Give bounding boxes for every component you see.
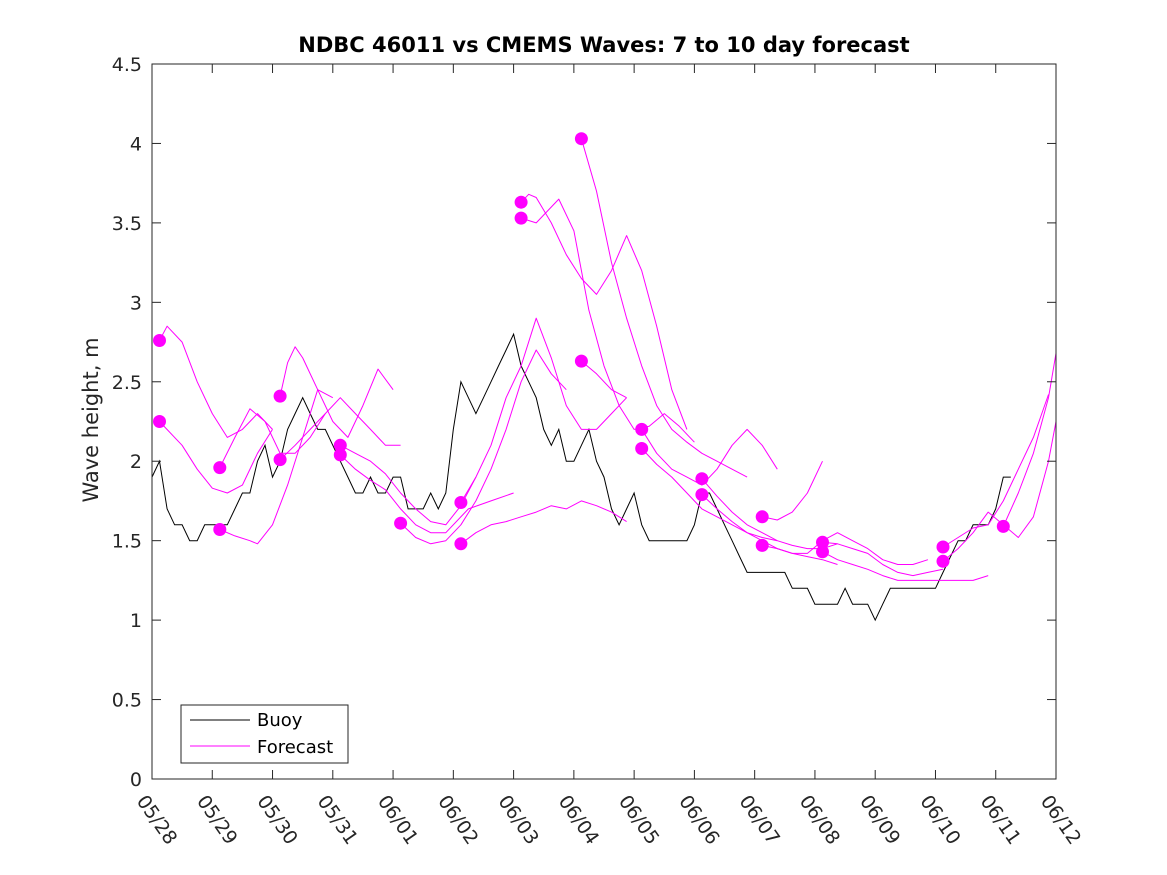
buoy-series [152,332,1011,622]
forecast-series [159,138,1056,581]
legend-box [180,704,349,764]
forecast-start-marker [454,537,468,551]
forecast-line [1002,353,1056,527]
forecast-start-marker [936,554,950,568]
forecast-start-marker [273,453,287,467]
forecast-line [762,460,823,521]
y-tick-label: 2 [130,451,142,473]
y-tick-label: 3 [130,292,142,314]
forecast-line [339,454,514,534]
forecast-start-marker [454,496,468,509]
forecast-start-marker [333,438,347,452]
forecast-start-marker [273,389,287,403]
buoy-line [152,332,1011,622]
y-tick-label: 0.5 [112,690,142,712]
forecast-start-marker [635,422,649,436]
forecast-line [219,389,334,545]
forecast-start-marker [333,448,347,462]
forecast-start-marker [153,415,166,428]
y-axis-label: Wave height, m [79,337,103,502]
forecast-line [822,541,944,577]
forecast-start-marker [213,523,227,536]
forecast-line [400,349,567,545]
forecast-start-marker [213,461,227,475]
forecast-start-marker [394,516,408,530]
forecast-start-marker [816,535,829,549]
legend-forecast-label: Forecast [257,737,333,758]
y-tick-label: 4.5 [112,54,142,76]
forecast-start-marker [996,519,1010,533]
plot-area-frame [151,63,1057,780]
forecast-line [581,360,627,399]
forecast-line [159,421,273,494]
forecast-line [822,551,989,581]
forecast-start-marker [635,442,649,455]
forecast-line [701,494,838,565]
y-tick-label: 1 [130,610,142,632]
forecast-start-marker [574,354,588,368]
forecast-start-marker [514,211,528,225]
y-axis: 0 0.5 1 1.5 2 2.5 3 3.5 4 4.5 [112,54,1056,791]
legend: Buoy Forecast [180,704,349,764]
forecast-start-marker [816,545,829,559]
forecast-line [520,193,688,430]
forecast-start-marker [153,334,166,347]
forecast-start-marker [936,540,950,554]
chart-title: NDBC 46011 vs CMEMS Waves: 7 to 10 day f… [298,33,909,57]
y-tick-label: 1.5 [112,531,142,553]
y-tick-label: 4 [130,133,142,155]
forecast-line [279,346,394,438]
forecast-line [641,428,778,486]
forecast-line [942,394,1049,548]
forecast-start-marker [755,510,769,524]
forecast-line [520,198,695,443]
forecast-line [340,444,477,526]
forecast-line [762,532,929,565]
forecast-start-marker [514,195,528,209]
y-tick-label: 0 [130,769,142,791]
forecast-start-marker [695,472,709,486]
forecast-start-marker [695,488,709,502]
forecast-line [641,448,778,542]
legend-buoy-label: Buoy [257,710,303,731]
forecast-start-marker [574,132,588,146]
forecast-line [580,138,748,478]
forecast-line [219,408,326,468]
y-tick-label: 2.5 [112,372,142,394]
y-tick-label: 3.5 [112,213,142,235]
forecast-start-marker [755,538,769,552]
forecast-line [701,478,838,550]
forecast-start-markers [153,132,1010,568]
forecast-line [279,397,401,460]
forecast-line [460,500,627,545]
forecast-line [159,325,273,438]
forecast-line [460,317,627,503]
